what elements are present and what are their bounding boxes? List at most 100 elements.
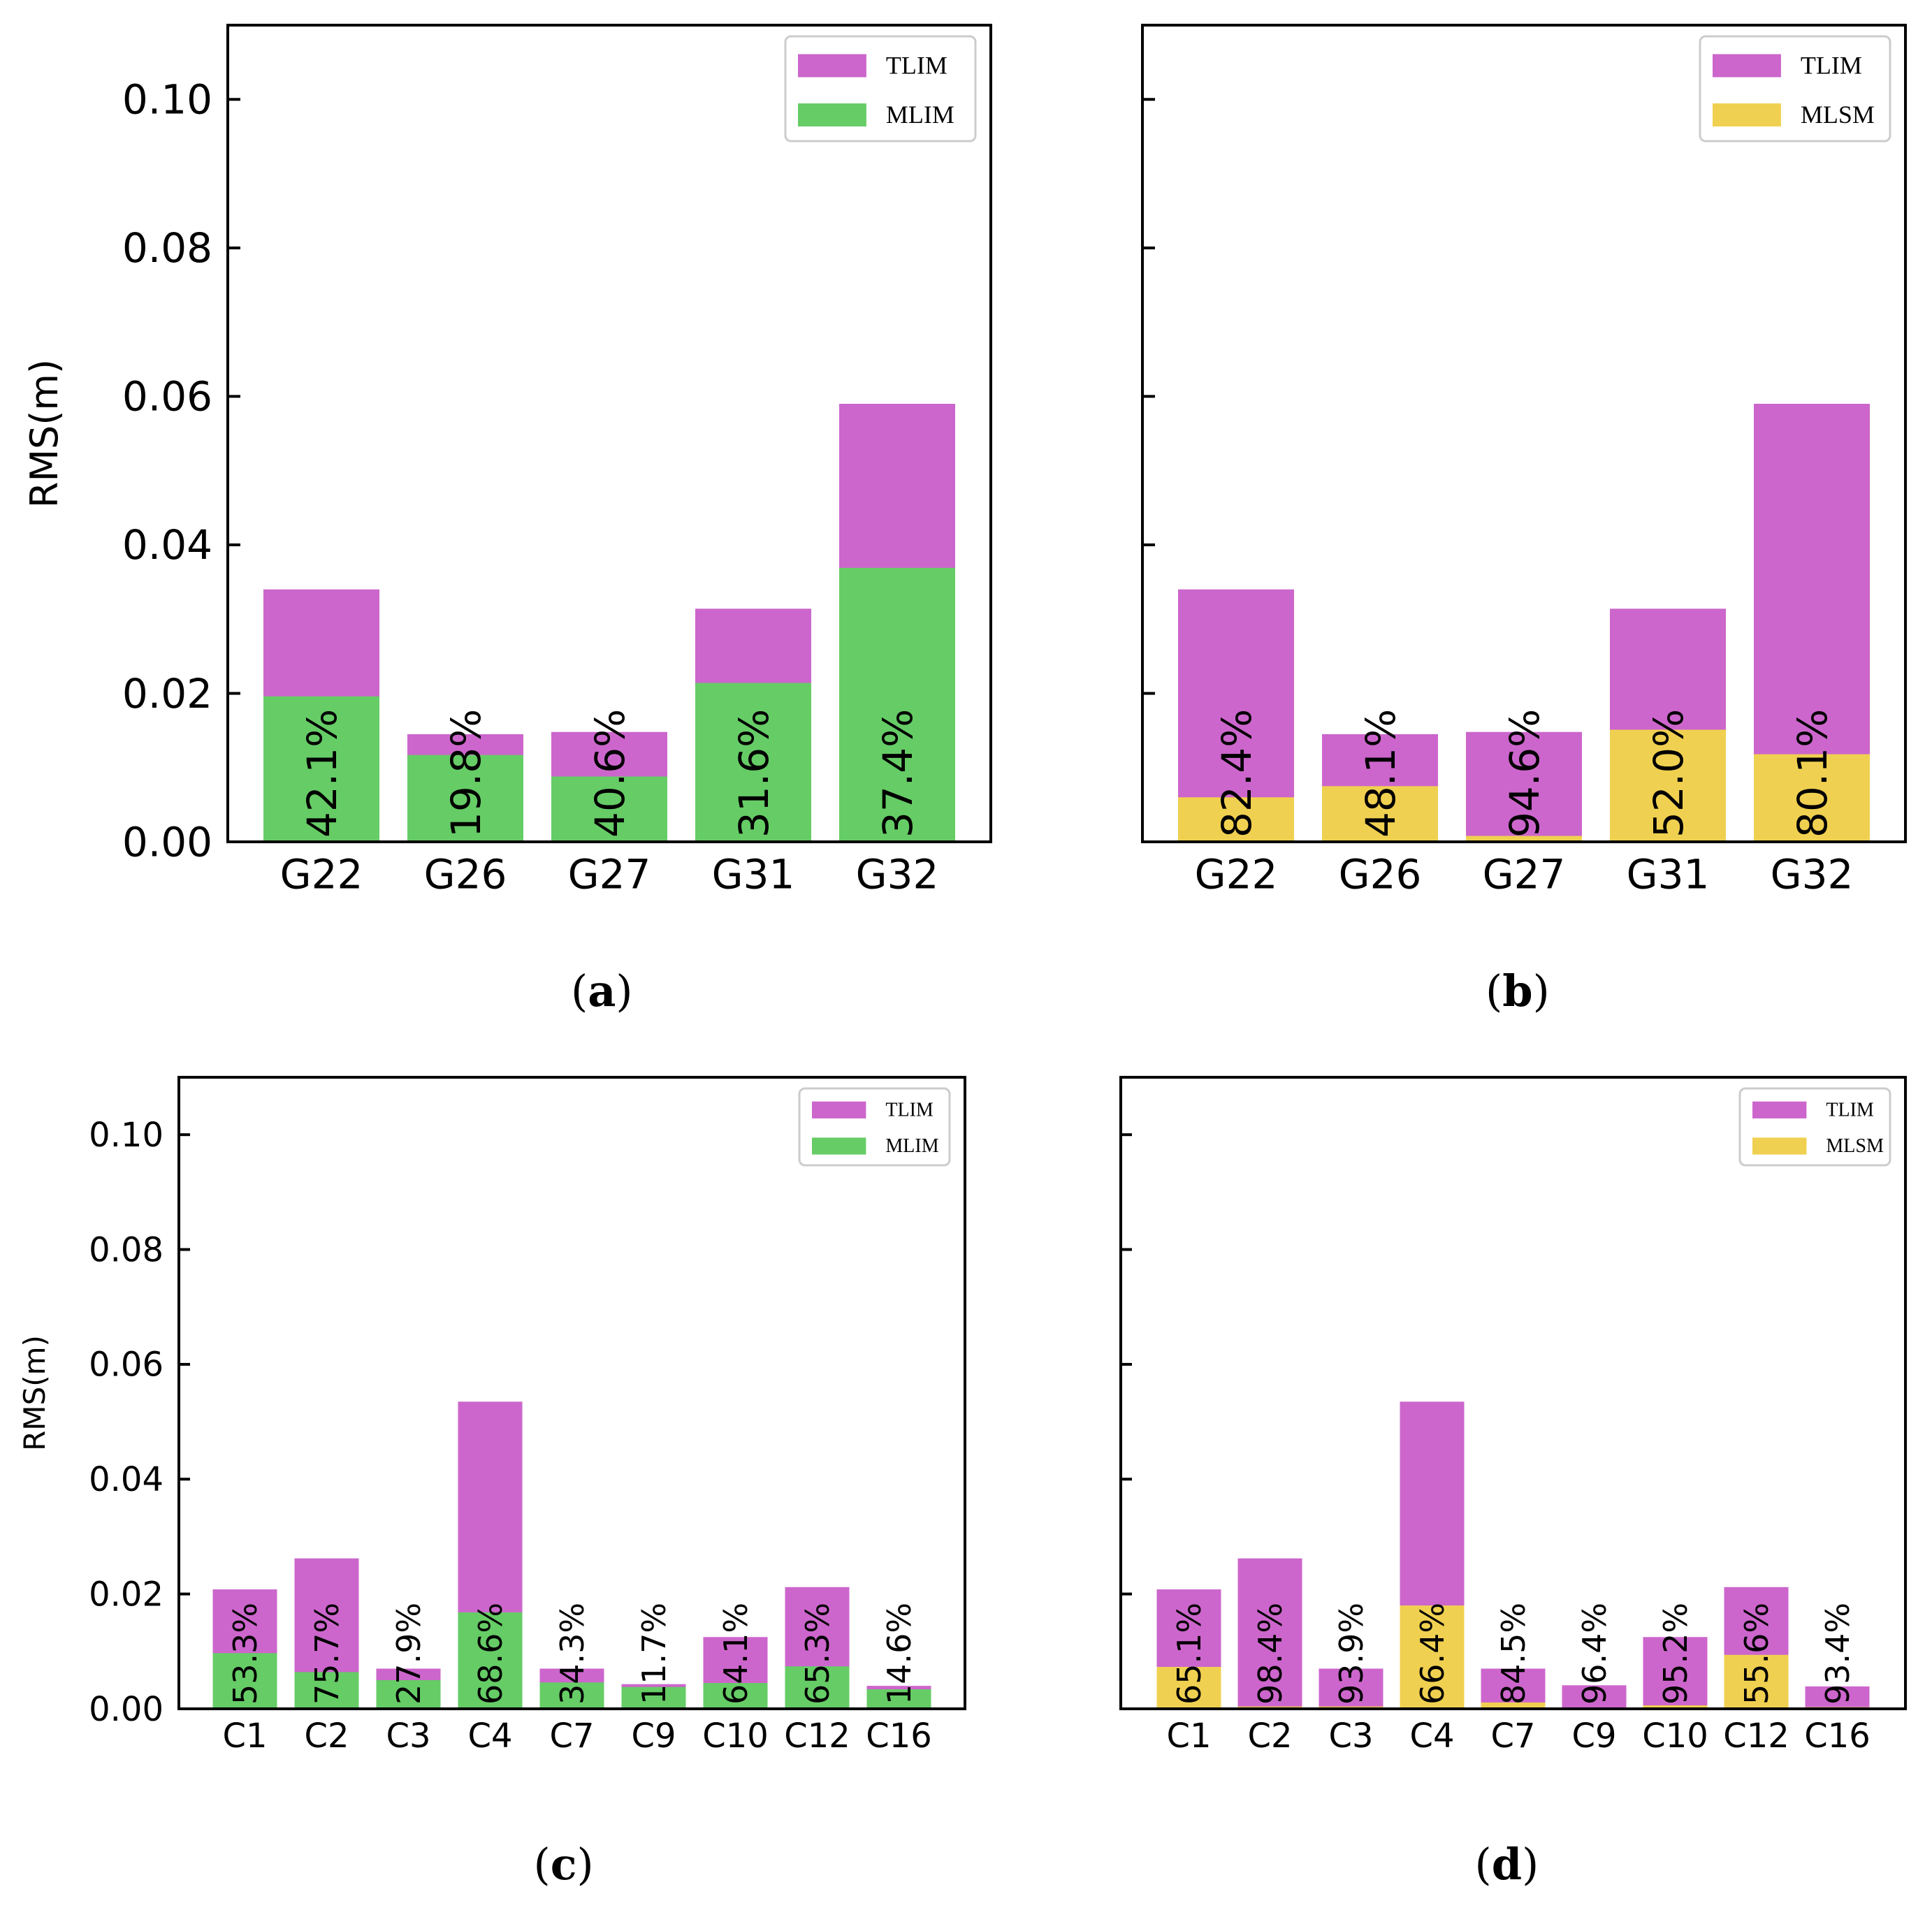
bar-mlim-c7 <box>539 1682 604 1709</box>
bar-mlim-c12 <box>785 1666 850 1709</box>
bar-percent-label: 27.9% <box>390 1603 428 1705</box>
x-tick-label: C3 <box>1328 1716 1373 1756</box>
x-tick-label: C3 <box>386 1716 430 1756</box>
bar-mlsm-c10 <box>1643 1705 1708 1709</box>
bar-mlsm-g22 <box>1178 797 1294 842</box>
bar-mlim-g27 <box>551 776 667 842</box>
bar-tlim-c9 <box>1562 1685 1627 1709</box>
bar-percent-label: 64.1% <box>717 1603 755 1705</box>
x-tick-label: G27 <box>1483 851 1566 898</box>
y-axis-label: RMS(m) <box>22 359 66 508</box>
bar-tlim-g27 <box>1466 731 1582 842</box>
bar-percent-label: 66.4% <box>1414 1603 1451 1705</box>
legend-swatch-tlim <box>1752 1101 1807 1118</box>
legend-label-mlsm: MLSM <box>1801 101 1875 129</box>
x-tick-label: C4 <box>467 1716 512 1756</box>
x-tick-label: C10 <box>702 1716 769 1756</box>
x-tick-label: C16 <box>866 1716 932 1756</box>
y-tick-label: 0.02 <box>89 1575 164 1614</box>
x-tick-label: G32 <box>1771 851 1854 898</box>
panel-d: 65.1% C1 98.4% C2 93.9% C3 66.4% C4 84.5% C7 96.4%… <box>1119 1076 1907 1890</box>
x-tick-label: C2 <box>304 1716 349 1756</box>
bar-percent-label: 52.0% <box>1645 709 1692 838</box>
bar-percent-label: 55.6% <box>1738 1603 1775 1705</box>
bar-percent-label: 34.3% <box>553 1603 591 1705</box>
bar-mlim-c4 <box>458 1612 523 1709</box>
x-tick-label: C1 <box>1166 1716 1211 1756</box>
y-tick-label: 0.02 <box>122 670 212 717</box>
bar-percent-label: 93.9% <box>1332 1603 1370 1705</box>
legend-swatch-tlim <box>798 54 866 78</box>
x-tick-label: C12 <box>784 1716 850 1756</box>
bar-percent-label: 96.4% <box>1576 1603 1613 1705</box>
legend-label-tlim: TLIM <box>885 1099 934 1121</box>
plot-frame <box>226 24 992 843</box>
y-axis-label: RMS(m) <box>17 1335 52 1451</box>
x-tick-label: G31 <box>1627 851 1710 898</box>
bar-mlim-c1 <box>212 1653 277 1709</box>
bar-mlim-g22 <box>263 696 379 842</box>
x-tick-label: G22 <box>1195 851 1278 898</box>
bar-percent-label: 53.3% <box>226 1603 264 1705</box>
panel-label: (d) <box>1475 1839 1539 1890</box>
x-tick-label: C7 <box>549 1716 594 1756</box>
bar-mlsm-g26 <box>1322 786 1438 842</box>
legend-label-tlim: TLIM <box>1801 52 1862 80</box>
bar-mlim-c10 <box>703 1683 768 1709</box>
legend: TLIM MLIM <box>784 35 977 143</box>
panel-label: (c) <box>534 1839 594 1890</box>
legend: TLIM MLIM <box>798 1087 951 1167</box>
panel-label: (a) <box>571 965 633 1016</box>
bar-mlsm-c7 <box>1481 1702 1546 1709</box>
legend: TLIM MLSM <box>1699 35 1891 143</box>
bar-percent-label: 48.1% <box>1357 709 1404 838</box>
x-tick-label: G22 <box>280 851 363 898</box>
legend-swatch-tlim <box>1713 54 1781 78</box>
legend-label-mlim: MLIM <box>885 1135 938 1157</box>
x-tick-label: C9 <box>1571 1716 1616 1756</box>
bar-mlim-c9 <box>621 1686 686 1709</box>
bar-mlim-g31 <box>695 683 811 842</box>
y-tick-label: 0.06 <box>89 1346 164 1385</box>
bar-mlsm-c1 <box>1156 1667 1221 1709</box>
x-tick-label: G26 <box>1339 851 1422 898</box>
bar-percent-label: 14.6% <box>880 1603 918 1705</box>
legend: TLIM MLSM <box>1738 1087 1891 1167</box>
bar-percent-label: 40.6% <box>586 709 634 838</box>
bar-percent-label: 75.7% <box>308 1603 346 1705</box>
bar-mlsm-c12 <box>1724 1654 1789 1709</box>
bar-mlsm-g31 <box>1610 729 1726 842</box>
plot-frame <box>1141 24 1907 843</box>
x-tick-label: G31 <box>712 851 795 898</box>
panel-b: 82.4% G22 48.1% G26 94.6% G27 52.0% G31 80.1% G32… <box>1141 24 1907 1016</box>
y-tick-label: 0.06 <box>122 373 212 421</box>
y-tick-label: 0.08 <box>122 224 212 272</box>
x-tick-label: C4 <box>1409 1716 1454 1756</box>
bar-percent-label: 95.2% <box>1657 1603 1694 1705</box>
bar-tlim-c10 <box>1643 1637 1708 1709</box>
bar-percent-label: 82.4% <box>1213 709 1261 838</box>
legend-label-tlim: TLIM <box>1826 1099 1874 1121</box>
bar-mlim-g32 <box>839 567 955 842</box>
bar-tlim-c7 <box>1481 1668 1546 1709</box>
bar-percent-label: 84.5% <box>1495 1603 1532 1705</box>
legend-swatch-mlim <box>812 1137 866 1155</box>
x-tick-label: C16 <box>1804 1716 1871 1756</box>
legend-swatch-mlsm <box>1752 1137 1807 1155</box>
x-tick-label: C12 <box>1723 1716 1789 1756</box>
bar-mlim-c3 <box>376 1679 441 1709</box>
bar-tlim-c2 <box>1237 1558 1302 1709</box>
bar-mlim-g26 <box>407 755 523 842</box>
plot-frame <box>177 1076 966 1710</box>
y-tick-label: 0.10 <box>89 1116 164 1155</box>
bar-percent-label: 31.6% <box>730 709 778 838</box>
y-tick-label: 0.00 <box>89 1690 164 1729</box>
y-tick-label: 0.10 <box>122 76 212 124</box>
bar-percent-label: 98.4% <box>1251 1603 1289 1705</box>
plot-frame <box>1119 1076 1907 1710</box>
y-tick-label: 0.08 <box>89 1230 164 1269</box>
bar-percent-label: 65.1% <box>1170 1603 1208 1705</box>
y-tick-label: 0.00 <box>122 818 212 866</box>
panel-c: 53.3% C1 75.7% C2 27.9% C3 68.6% C4 34.3% C7 11.7%… <box>17 1076 966 1890</box>
